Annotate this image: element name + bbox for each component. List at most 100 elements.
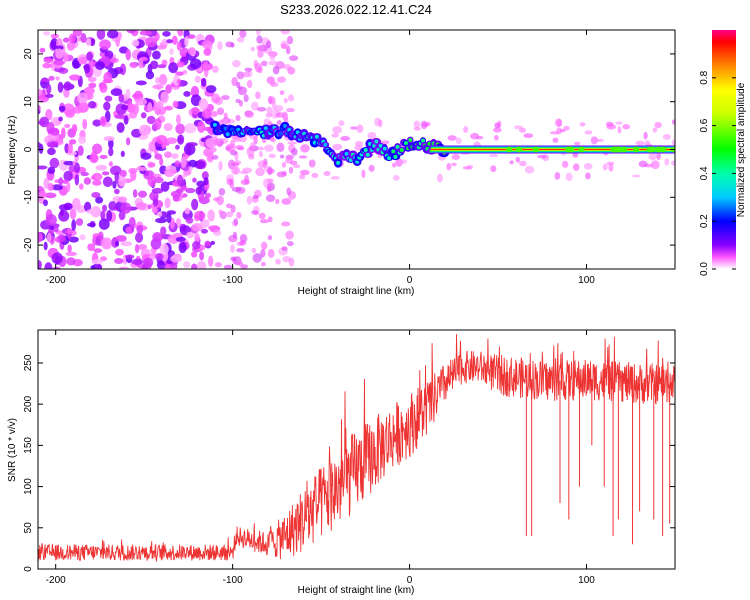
noise-blob (392, 175, 400, 181)
noise-blob (223, 264, 233, 269)
noise-blob (147, 102, 153, 113)
colorbar-tick-label: 0.0 (699, 262, 710, 276)
noise-blob (231, 162, 240, 167)
noise-blob (298, 155, 308, 159)
noise-blob (207, 255, 214, 267)
snr-xtick-label: -100 (223, 575, 243, 586)
noise-blob (169, 48, 174, 55)
noise-blob (115, 235, 127, 242)
noise-blob (161, 143, 167, 149)
snr-ytick-label: 50 (23, 522, 34, 534)
noise-blob (68, 164, 76, 173)
noise-blob (79, 234, 86, 241)
trace-blob-inner (395, 144, 400, 149)
noise-blob (494, 122, 501, 129)
noise-blob (47, 166, 56, 175)
noise-blob (185, 142, 198, 147)
noise-blob (197, 121, 206, 133)
noise-blob (230, 244, 235, 253)
snr-series (38, 334, 675, 563)
noise-blob (573, 141, 581, 146)
noise-blob (188, 159, 198, 168)
noise-blob (63, 160, 75, 166)
noise-blob (114, 114, 126, 119)
noise-blob (231, 166, 241, 175)
noise-blob (115, 248, 124, 256)
noise-blob (102, 176, 113, 188)
noise-blob (92, 119, 102, 127)
noise-blob (121, 104, 129, 111)
noise-blob (361, 169, 366, 179)
noise-blob (218, 209, 223, 215)
noise-blob (648, 153, 657, 161)
noise-blob (244, 67, 253, 72)
trace-blob-inner (393, 154, 398, 159)
noise-blob (180, 156, 187, 169)
noise-blob (399, 159, 408, 164)
colorbar: 0.0 0.2 0.4 0.6 0.8 Normalized spectral ampl… (699, 30, 747, 276)
noise-blob (242, 71, 250, 78)
noise-blob (664, 158, 670, 166)
noise-blob (267, 248, 275, 258)
spectrogram-xtick-label: 100 (578, 275, 595, 286)
noise-blob (96, 30, 106, 40)
noise-blob (518, 160, 527, 167)
noise-blob (356, 124, 364, 133)
trace-blob-inner (387, 156, 392, 161)
spectrogram-blobs (38, 30, 675, 269)
noise-blob (281, 161, 287, 168)
spectrogram-ylabel: Frequency (Hz) (7, 116, 18, 185)
colorbar-tick-label: 0.2 (699, 214, 710, 228)
noise-blob (285, 157, 293, 164)
noise-blob (38, 190, 47, 199)
noise-blob (509, 160, 514, 165)
noise-blob (44, 262, 53, 269)
noise-blob (167, 234, 179, 244)
noise-blob (184, 207, 191, 215)
noise-blob (622, 124, 630, 130)
noise-blob (98, 231, 104, 241)
noise-blob (183, 90, 191, 97)
noise-blob (652, 127, 658, 133)
noise-blob (332, 126, 343, 134)
noise-blob (101, 237, 110, 250)
noise-blob (89, 153, 99, 164)
noise-blob (131, 39, 140, 47)
noise-blob (112, 180, 117, 189)
noise-blob (275, 258, 281, 265)
noise-blob (455, 137, 462, 145)
noise-blob (136, 224, 143, 235)
spectrogram-xlabel: Height of straight line (km) (298, 286, 415, 297)
noise-blob (354, 140, 364, 147)
noise-blob (147, 162, 156, 168)
noise-blob (257, 49, 264, 58)
noise-blob (165, 84, 172, 94)
noise-blob (154, 153, 163, 160)
noise-blob (565, 172, 573, 181)
figure-title: S233.2026.022.12.41.C24 (280, 2, 432, 17)
noise-blob (269, 55, 276, 60)
noise-blob (165, 137, 178, 144)
noise-blob (354, 145, 363, 151)
noise-blob (125, 226, 133, 234)
noise-blob (110, 88, 123, 97)
noise-blob (38, 143, 44, 154)
carrier-spot (506, 146, 513, 153)
noise-blob (217, 40, 223, 51)
noise-blob (350, 126, 358, 130)
noise-blob (69, 208, 77, 220)
noise-blob (203, 47, 212, 56)
noise-blob (72, 197, 81, 210)
colorbar-gradient (712, 30, 736, 269)
snr-ytick-label: 250 (23, 354, 34, 371)
noise-blob (420, 120, 428, 130)
noise-blob (265, 113, 273, 118)
noise-blob (288, 55, 299, 62)
noise-blob (154, 176, 164, 184)
noise-blob (232, 231, 238, 239)
noise-blob (656, 151, 661, 161)
noise-blob (201, 40, 213, 49)
